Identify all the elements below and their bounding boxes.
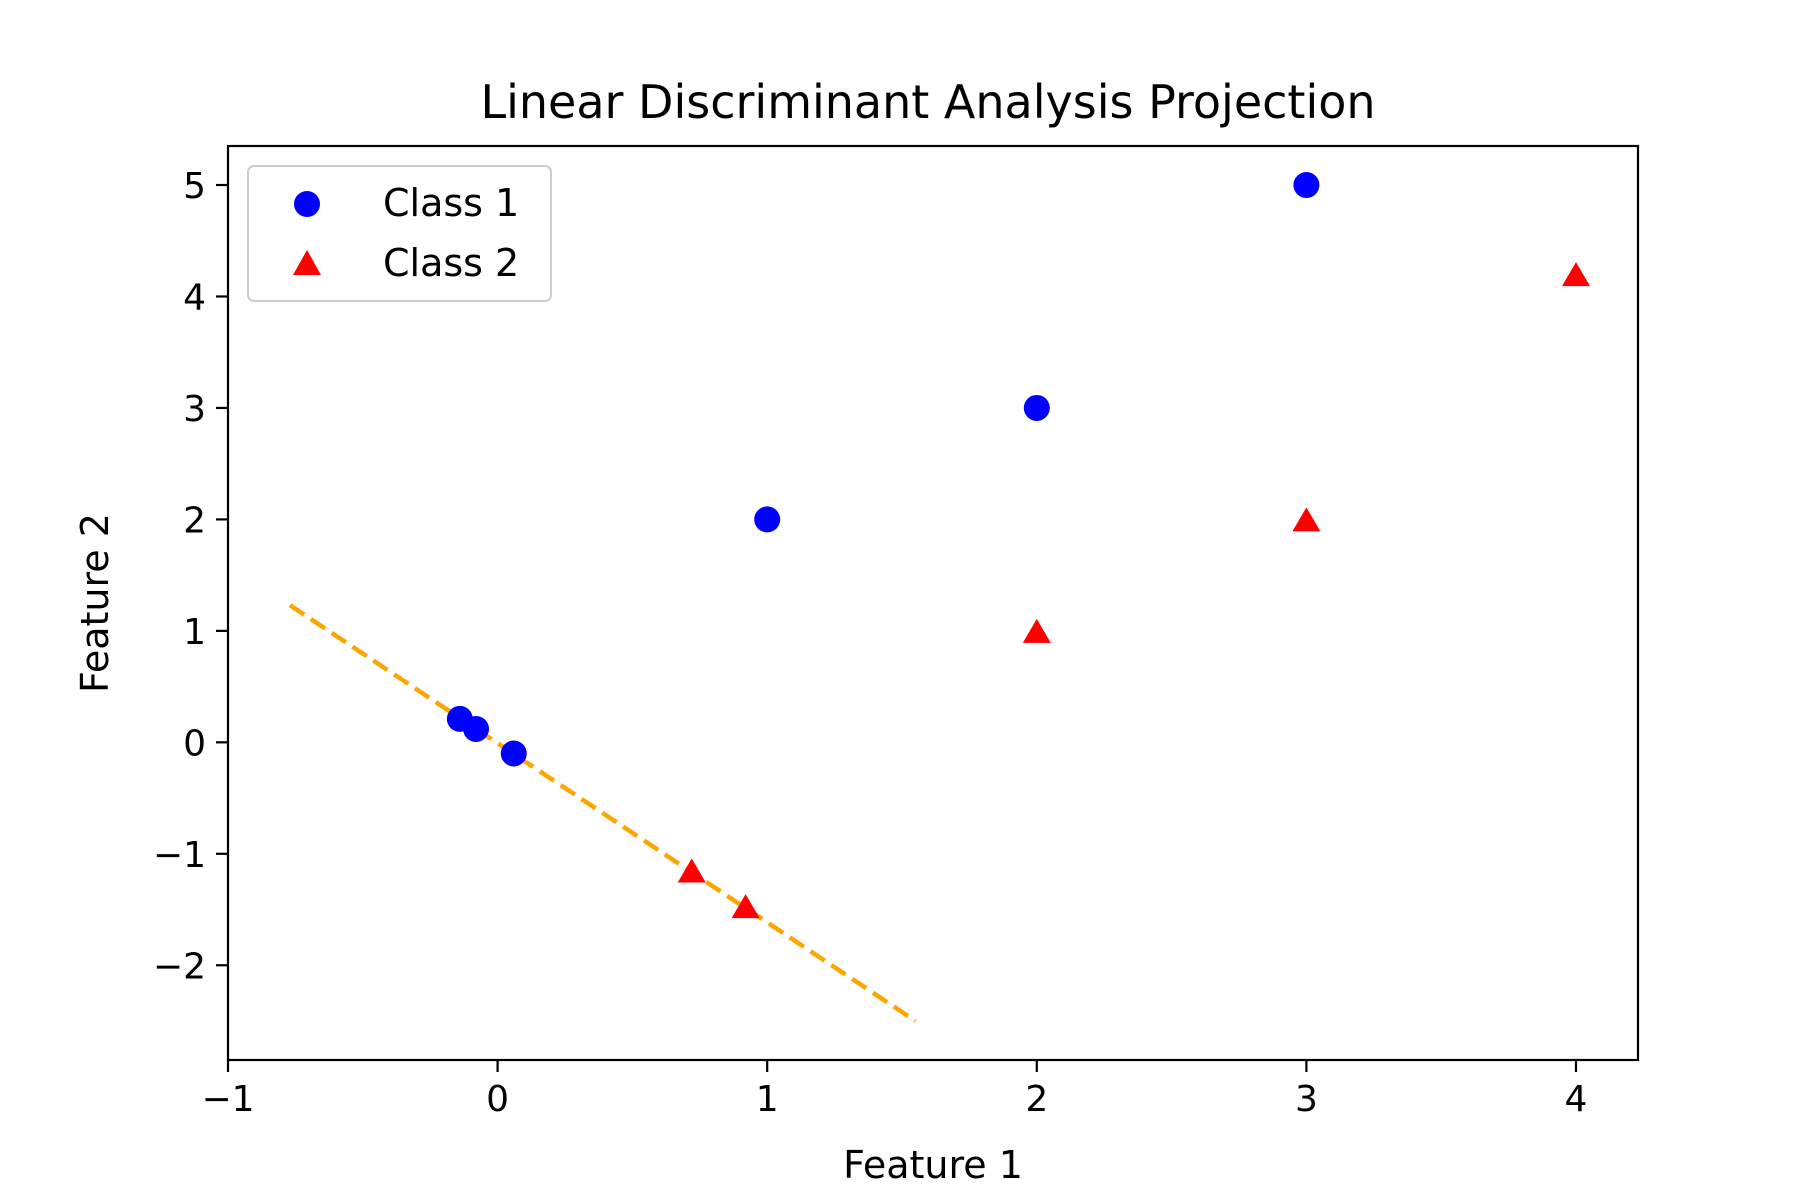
projected-class-1-point: [500, 740, 527, 767]
x-tick-label: 0: [486, 1079, 509, 1120]
class-1-point: [1293, 172, 1320, 199]
class-2-point: [1561, 262, 1590, 287]
y-tick-label: 2: [183, 500, 206, 541]
x-axis-ticks: −1 0 1 2 3 4: [201, 1060, 1587, 1120]
legend-box: [247, 165, 552, 302]
y-tick-label: −1: [153, 835, 206, 876]
legend-marker-class-2: [293, 250, 321, 275]
legend-label-class-2: Class 2: [383, 241, 519, 285]
x-tick-label: 4: [1565, 1079, 1588, 1120]
x-tick-label: 1: [756, 1079, 779, 1120]
projection-line: [288, 603, 917, 1023]
y-tick-label: 3: [183, 389, 206, 430]
y-axis-ticks: −2 −1 0 1 2 3 4 5: [153, 166, 228, 987]
class-2-point: [1022, 618, 1051, 643]
projected-class-2-point: [731, 894, 760, 919]
y-tick-label: 5: [183, 166, 206, 207]
x-tick-label: 3: [1295, 1079, 1318, 1120]
projected-class-2-point: [677, 858, 706, 883]
x-tick-label: 2: [1025, 1079, 1048, 1120]
legend-label-class-1: Class 1: [383, 181, 519, 225]
plot-frame: [226, 144, 1640, 1062]
class-2-point: [1292, 507, 1321, 532]
projected-class-1-point: [463, 715, 490, 742]
y-tick-label: −2: [153, 946, 206, 987]
class-1-point: [1023, 394, 1050, 421]
plot-content: [288, 172, 1590, 1023]
y-tick-label: 0: [183, 723, 206, 764]
chart-title: Linear Discriminant Analysis Projection: [480, 75, 1375, 129]
y-axis-label: Feature 2: [73, 513, 117, 693]
y-tick-label: 1: [183, 612, 206, 653]
legend: Class 1 Class 2: [247, 165, 552, 302]
x-tick-label: −1: [201, 1079, 254, 1120]
class-1-point: [754, 506, 781, 533]
x-axis-label: Feature 1: [843, 1143, 1023, 1187]
y-tick-label: 4: [183, 277, 206, 318]
legend-marker-class-1: [294, 191, 320, 217]
